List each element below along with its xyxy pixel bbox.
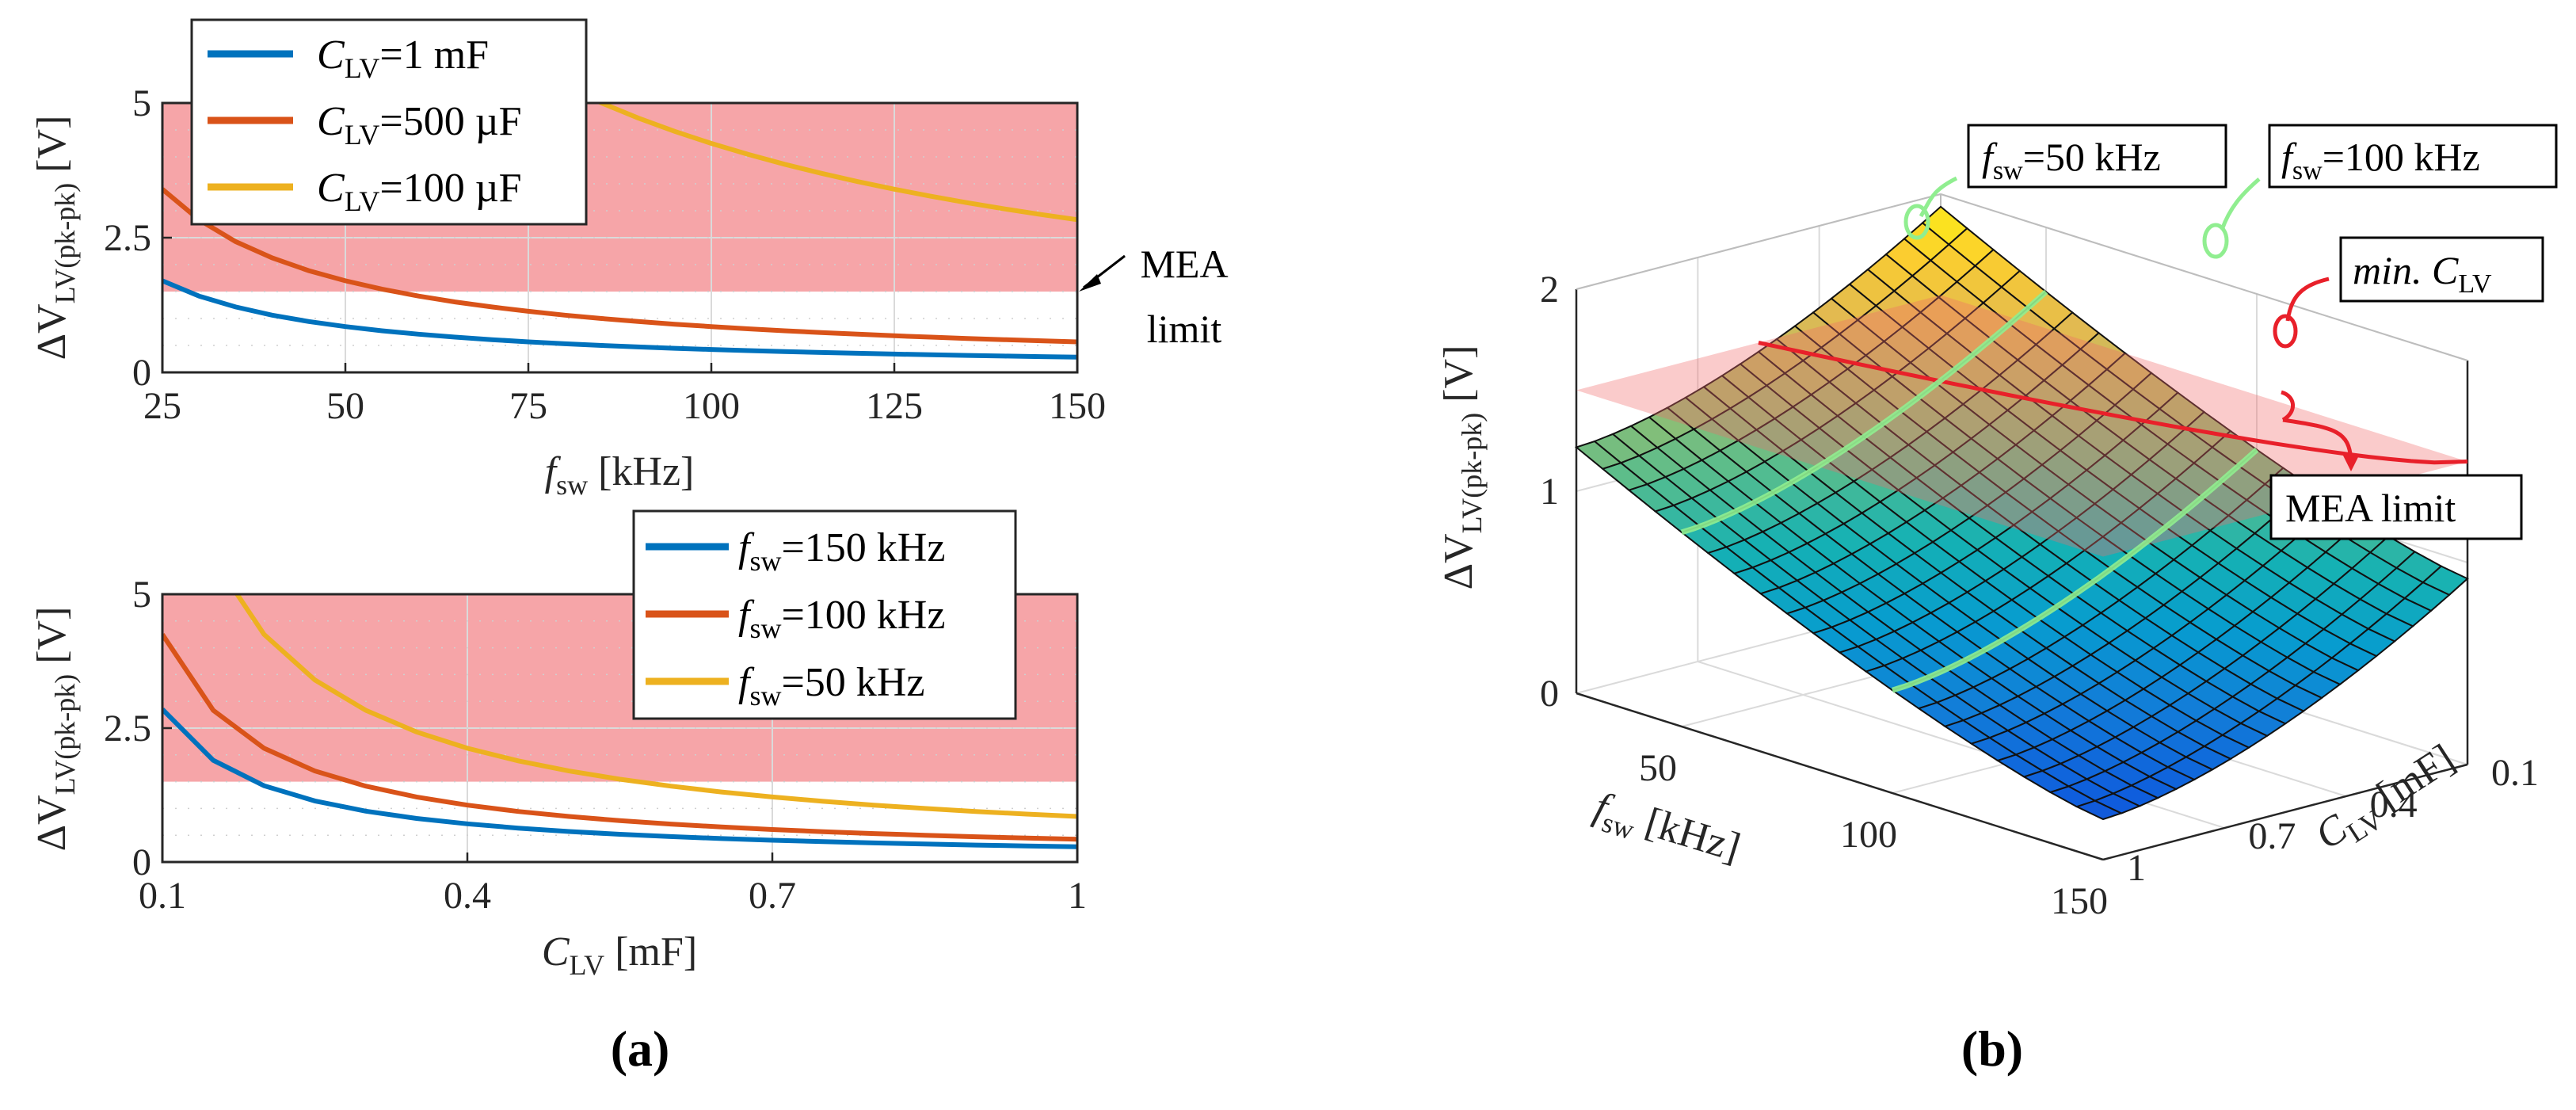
series-line-1 — [162, 187, 1077, 345]
annotation-fsw-100: fsw=100 kHz — [2202, 124, 2558, 259]
fsw-50-curve — [1680, 289, 2048, 536]
y-tick-label: 5 — [132, 82, 151, 124]
legend: fsw=150 kHz fsw=100 kHz fsw=50 kHz — [632, 509, 1017, 720]
annotation-text: min. CLV — [2353, 248, 2492, 299]
z-axis-label: ΔVLV(pk-pk) [V] — [1436, 345, 1488, 590]
x-axis-label: fsw [kHz] — [545, 449, 695, 501]
chart-a-top: 25 50 75 100 125 150 0 2.5 5 ΔVLV(pk-pk) [V] fsw… — [29, 18, 1229, 501]
chart-b-surface: 0 1 2 50 100 150 0.1 0.4 0.7 1 ΔVLV(pk-pk) [V] fs… — [1436, 124, 2558, 922]
z-tick-label: 2 — [1540, 269, 1559, 311]
axis-edge — [1576, 692, 2104, 861]
axis-edge-back — [1940, 193, 2468, 361]
y-tick-label: 2.5 — [104, 217, 151, 259]
annotation-text: fsw=50 kHz — [1982, 135, 2161, 185]
series-line-2 — [596, 103, 1077, 223]
annotation-box — [1967, 124, 2227, 189]
fsw-100-curve — [1891, 447, 2259, 693]
series-line-1 — [162, 633, 1077, 842]
legend-entry-1: fsw=100 kHz — [738, 593, 945, 644]
axis-edge — [2102, 763, 2468, 861]
annotation-marker — [2273, 314, 2298, 349]
x-tick-label: 150 — [2051, 880, 2108, 922]
x-tick-label: 100 — [683, 385, 740, 427]
z-tick-label: 0 — [1540, 673, 1559, 715]
mea-annotation-line2: limit — [1147, 307, 1222, 351]
x-axis-label: fsw [kHz] — [1587, 784, 1745, 876]
series-lines — [162, 594, 1077, 849]
y-tick-label: 0 — [132, 352, 151, 394]
tick-labels: 25 50 75 100 125 150 0 2.5 5 — [104, 82, 1106, 427]
legend-entry-0: CLV=1 mF — [317, 32, 489, 84]
legend-entry-2: CLV=100 µF — [317, 166, 522, 217]
x-tick-label: 0.4 — [444, 875, 491, 917]
x-tick-label: 50 — [326, 385, 364, 427]
mea-limit-plane — [1576, 295, 2467, 557]
annotation-mea-limit: MEA limit — [2269, 390, 2523, 540]
y-tick-label: 2.5 — [104, 708, 151, 750]
annotation-arrow — [2281, 390, 2353, 460]
legend: CLV=1 mF CLV=500 µF CLV=100 µF — [190, 18, 588, 226]
series-line-0 — [162, 708, 1077, 849]
annotation-arrow — [2285, 277, 2330, 322]
legend-entry-0: fsw=150 kHz — [738, 525, 945, 577]
x-tick-label: 125 — [866, 385, 923, 427]
axis-edge-back — [1576, 193, 1942, 290]
annotation-marker — [2202, 223, 2229, 259]
x-tick-label: 0.7 — [749, 875, 796, 917]
y-tick-label: 1 — [2127, 847, 2146, 889]
annotation-text: fsw=100 kHz — [2281, 135, 2480, 185]
y-tick-label: 0 — [132, 841, 151, 883]
x-tick-label: 50 — [1639, 747, 1677, 789]
panel-label-b: (b) — [1961, 1020, 2023, 1077]
y-axis-label: ΔVLV(pk-pk) [V] — [29, 116, 81, 360]
tick-labels: 0 1 2 50 100 150 0.1 0.4 0.7 1 — [1540, 269, 2539, 922]
y-tick-label: 0.1 — [2491, 752, 2539, 794]
mea-arrow-head — [1079, 274, 1101, 292]
annotation-arrow-head — [2343, 456, 2359, 471]
annotation-arrow — [2220, 177, 2261, 231]
annotation-min-c: min. CLV — [2273, 236, 2544, 349]
x-tick-label: 150 — [1049, 385, 1106, 427]
annotation-box — [2269, 474, 2523, 540]
x-tick-label: 1 — [1068, 875, 1087, 917]
y-axis-label: ΔVLV(pk-pk) [V] — [29, 607, 81, 852]
annotation-marker — [1903, 204, 1930, 240]
x-axis-label: CLV [mF] — [542, 929, 697, 981]
annotation-fsw-50: fsw=50 kHz — [1903, 124, 2227, 240]
surface-cell — [2075, 799, 2124, 821]
y-tick-label: 0.4 — [2370, 784, 2418, 826]
x-tick-label: 100 — [1840, 814, 1897, 856]
chart-a-bottom: 0.1 0.4 0.7 1 0 2.5 5 ΔVLV(pk-pk) [V] CLV [mF]… — [29, 509, 1087, 981]
y-tick-label: 0.7 — [2248, 815, 2296, 857]
z-tick-label: 1 — [1540, 471, 1559, 513]
series-line-0 — [162, 278, 1077, 360]
annotation-box — [2339, 236, 2544, 303]
annotation-box — [2268, 124, 2558, 189]
min-c-curve — [1758, 341, 2468, 465]
series-line-2 — [234, 594, 1077, 819]
annotation-text: MEA limit — [2285, 486, 2456, 530]
mea-annotation-line1: MEA — [1140, 242, 1228, 286]
x-tick-label: 25 — [143, 385, 181, 427]
series-lines — [162, 103, 1077, 360]
y-tick-label: 5 — [132, 574, 151, 616]
panel-label-a: (a) — [611, 1020, 670, 1077]
legend-entry-1: CLV=500 µF — [317, 99, 522, 151]
x-tick-label: 75 — [509, 385, 547, 427]
x-tick-label: 0.1 — [139, 875, 186, 917]
axes-box — [1575, 193, 2469, 861]
tick-labels: 0.1 0.4 0.7 1 0 2.5 5 — [104, 574, 1087, 917]
